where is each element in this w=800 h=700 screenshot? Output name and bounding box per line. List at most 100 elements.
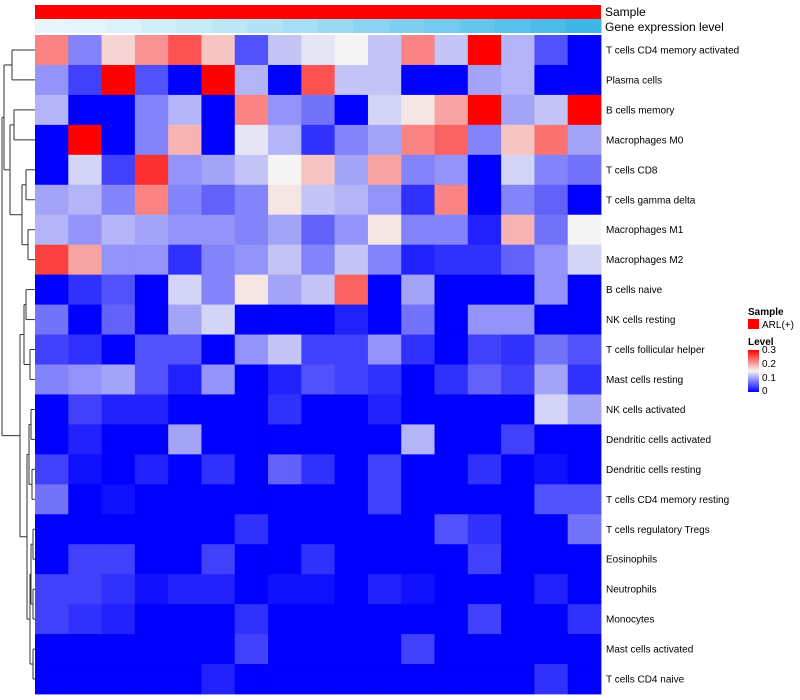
heatmap-cell — [434, 364, 469, 395]
heatmap-cell — [367, 244, 402, 276]
heatmap-cell — [301, 604, 336, 635]
heatmap-cell — [35, 424, 69, 455]
heatmap-cell — [268, 154, 302, 186]
gene-expression-annotation-cell — [388, 19, 425, 33]
heatmap-cell — [501, 94, 535, 126]
heatmap-cell — [467, 604, 502, 635]
heatmap-cell — [35, 184, 69, 216]
heatmap-cell — [68, 35, 102, 66]
heatmap-cell — [567, 514, 602, 545]
heatmap-cell — [334, 604, 369, 635]
heatmap-cell — [101, 274, 136, 305]
heatmap-cell — [567, 604, 602, 635]
row-label: B cells naive — [606, 285, 663, 296]
heatmap-cell — [101, 664, 136, 695]
heatmap-cell — [234, 454, 269, 485]
heatmap-cell — [234, 244, 269, 276]
heatmap-cell — [35, 484, 69, 515]
heatmap-cell — [35, 35, 69, 66]
row-label: B cells memory — [606, 105, 674, 116]
heatmap-cell — [101, 634, 136, 665]
gene-expression-annotation-cell — [530, 19, 567, 33]
heatmap-cell — [201, 394, 236, 425]
gene-expression-annotation-cell — [105, 19, 142, 33]
heatmap-cell — [334, 424, 369, 455]
heatmap-cell — [434, 514, 469, 545]
heatmap-cell — [234, 94, 269, 126]
heatmap-cell — [35, 94, 69, 126]
heatmap-cell — [467, 244, 502, 276]
heatmap-cell — [35, 274, 69, 305]
heatmap-cell — [101, 304, 136, 335]
heatmap-cell — [434, 394, 469, 425]
heatmap-cell — [101, 454, 136, 485]
heatmap-cell — [268, 454, 302, 485]
heatmap-cell — [68, 124, 102, 156]
heatmap-cell — [401, 484, 435, 515]
heatmap-cell — [467, 304, 502, 335]
heatmap-cell — [68, 544, 102, 575]
heatmap-cell — [567, 574, 602, 605]
row-label: Plasma cells — [606, 75, 662, 86]
heatmap-cell — [567, 304, 602, 335]
legend-level-colorbar — [748, 350, 759, 392]
heatmap-cell — [534, 304, 569, 335]
gene-expression-annotation-cell — [70, 19, 107, 33]
heatmap-cell — [268, 214, 302, 246]
heatmap-cell — [367, 94, 402, 126]
row-label: T cells CD4 memory activated — [606, 46, 739, 57]
heatmap-cell — [168, 154, 202, 186]
heatmap-cell — [534, 364, 569, 395]
gene-expression-annotation-cell — [247, 19, 284, 33]
heatmap-cell — [201, 334, 236, 365]
heatmap-cell — [35, 304, 69, 335]
heatmap-cell — [134, 304, 169, 335]
heatmap-cell — [168, 364, 202, 395]
heatmap-cell — [334, 364, 369, 395]
heatmap-cell — [134, 574, 169, 605]
heatmap-cell — [501, 514, 535, 545]
heatmap-cell — [401, 364, 435, 395]
heatmap-cell — [467, 364, 502, 395]
heatmap-cell — [367, 664, 402, 695]
heatmap-cell — [534, 454, 569, 485]
heatmap-cell — [201, 604, 236, 635]
heatmap-cell — [401, 244, 435, 276]
heatmap-cell — [35, 544, 69, 575]
heatmap-cell — [534, 35, 569, 66]
heatmap-cell — [101, 154, 136, 186]
gene-expression-annotation-label: Gene expression level — [605, 20, 724, 34]
legend-sample-entry: ARL(+) — [762, 320, 794, 331]
heatmap-cell — [201, 124, 236, 156]
heatmap-cell — [35, 574, 69, 605]
heatmap-cell — [134, 244, 169, 276]
heatmap-cell — [501, 544, 535, 575]
heatmap-cell — [268, 364, 302, 395]
heatmap-cell — [501, 394, 535, 425]
heatmap-cell — [101, 184, 136, 216]
heatmap-cell — [467, 424, 502, 455]
heatmap-cell — [268, 514, 302, 545]
heatmap-cell — [401, 94, 435, 126]
heatmap-cell — [367, 334, 402, 365]
gene-expression-annotation-cell — [459, 19, 496, 33]
heatmap-cell — [201, 454, 236, 485]
heatmap-cell — [168, 334, 202, 365]
legend: Sample ARL(+) Level 0.3 0.2 0.1 0 — [748, 307, 794, 397]
legend-level-tick-2: 0.1 — [762, 373, 776, 384]
heatmap-cell — [434, 244, 469, 276]
heatmap-cell — [168, 94, 202, 126]
heatmap-cell — [567, 154, 602, 186]
heatmap-cell — [35, 394, 69, 425]
heatmap-cell — [367, 154, 402, 186]
heatmap-cell — [534, 154, 569, 186]
heatmap-cell — [101, 364, 136, 395]
heatmap-cell — [101, 424, 136, 455]
row-label: NK cells activated — [606, 405, 685, 416]
heatmap-cell — [401, 544, 435, 575]
heatmap-cell — [334, 274, 369, 305]
heatmap-cell — [134, 454, 169, 485]
heatmap-cell — [35, 634, 69, 665]
heatmap-cell — [367, 35, 402, 66]
heatmap-cell — [268, 484, 302, 515]
